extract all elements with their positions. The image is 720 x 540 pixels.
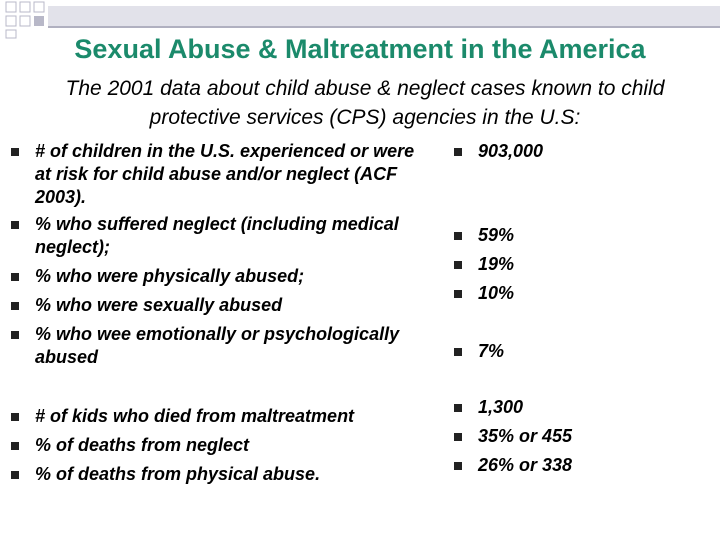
bullet-text: 903,000 [478, 141, 544, 161]
bullet-text: 19% [478, 254, 515, 274]
bullet-text: % of deaths from neglect [35, 435, 250, 455]
bullet-item: % who wee emotionally or psychologically… [11, 323, 420, 369]
bullet-text: % who suffered neglect (including medica… [35, 214, 399, 257]
bullet-item: 59% [454, 224, 698, 247]
bullet-text: % who were sexually abused [35, 295, 283, 315]
bullet [454, 433, 462, 441]
bullet-text: # of kids who died from maltreatment [35, 406, 355, 426]
bullet-item: 19% [454, 253, 698, 276]
bullet-text: 26% or 338 [478, 455, 573, 475]
bullet [11, 302, 19, 310]
bullet [11, 413, 19, 421]
bullet-item: # of children in the U.S. experienced or… [11, 140, 420, 209]
bullet-text: # of children in the U.S. experienced or… [35, 141, 415, 207]
bullet [11, 331, 19, 339]
bullet-text: 59% [478, 225, 515, 245]
bullet [11, 442, 19, 450]
bullet-item: % who were physically abused; [11, 265, 420, 288]
bullet [454, 462, 462, 470]
bullet-item: 1,300 [454, 396, 698, 419]
bullet [454, 290, 462, 298]
title: Sexual Abuse & Maltreatment in the Ameri… [74, 34, 646, 64]
bullet-item: 26% or 338 [454, 454, 698, 477]
bullet-item: 903,000 [454, 140, 698, 163]
bullet [454, 404, 462, 412]
bullet-item: 7% [454, 340, 698, 363]
bullet [11, 471, 19, 479]
bullet [454, 232, 462, 240]
bullet [454, 348, 462, 356]
bullet-item: % of deaths from neglect [11, 434, 420, 457]
bullet [454, 148, 462, 156]
bullet-text: 10% [478, 283, 515, 303]
bullet-item: 35% or 455 [454, 425, 698, 448]
bullet-item: 10% [454, 282, 698, 305]
bullet-item: % of deaths from physical abuse. [11, 463, 420, 486]
bullet-text: % who were physically abused; [35, 266, 305, 286]
bullet [11, 273, 19, 281]
bullet-text: % who wee emotionally or psychologically… [35, 324, 400, 367]
bullet [11, 148, 19, 156]
bullet-text: % of deaths from physical abuse. [35, 464, 321, 484]
bullet-text: 1,300 [478, 397, 524, 417]
bullet-item: % who were sexually abused [11, 294, 420, 317]
bullet-item: # of kids who died from maltreatment [11, 405, 420, 428]
bullet-text: 35% or 455 [478, 426, 573, 446]
bullet-item: % who suffered neglect (including medica… [11, 213, 420, 259]
bullet [11, 221, 19, 229]
bullet [454, 261, 462, 269]
decoration [5, 1, 720, 39]
subtitle: The 2001 data about child abuse & neglec… [65, 77, 665, 129]
bullet-text: 7% [478, 341, 505, 361]
